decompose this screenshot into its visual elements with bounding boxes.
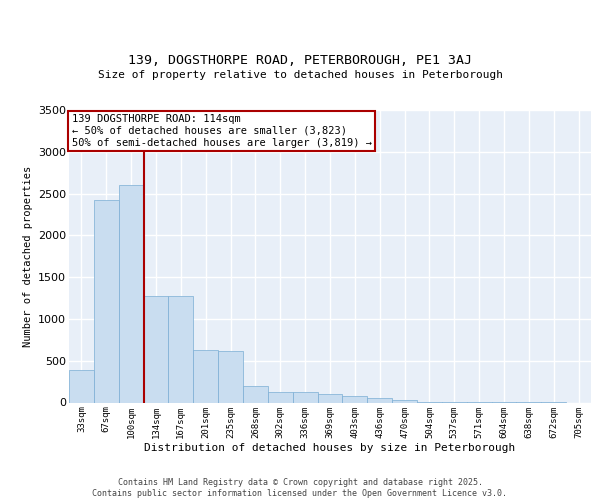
Bar (317, 394, 343, 402)
Text: Contains HM Land Registry data © Crown copyright and database right 2025.
Contai: Contains HM Land Registry data © Crown c… (92, 478, 508, 498)
Bar (268, 392, 293, 402)
Bar (293, 392, 317, 402)
Text: 139 DOGSTHORPE ROAD: 114sqm
← 50% of detached houses are smaller (3,823)
50% of : 139 DOGSTHORPE ROAD: 114sqm ← 50% of det… (71, 114, 371, 148)
Bar (169, 296, 193, 403)
Bar (69, 370, 94, 402)
Y-axis label: Number of detached properties: Number of detached properties (23, 166, 32, 347)
Bar (119, 185, 143, 402)
Bar (243, 386, 268, 402)
Bar (94, 200, 119, 402)
Bar (343, 396, 367, 402)
Bar (367, 398, 392, 402)
Bar (218, 350, 243, 403)
Text: 139, DOGSTHORPE ROAD, PETERBOROUGH, PE1 3AJ: 139, DOGSTHORPE ROAD, PETERBOROUGH, PE1 … (128, 54, 472, 68)
Bar (392, 400, 417, 402)
X-axis label: Distribution of detached houses by size in Peterborough: Distribution of detached houses by size … (145, 443, 515, 453)
Text: Size of property relative to detached houses in Peterborough: Size of property relative to detached ho… (97, 70, 503, 80)
Bar (143, 296, 169, 403)
Bar (193, 350, 218, 403)
